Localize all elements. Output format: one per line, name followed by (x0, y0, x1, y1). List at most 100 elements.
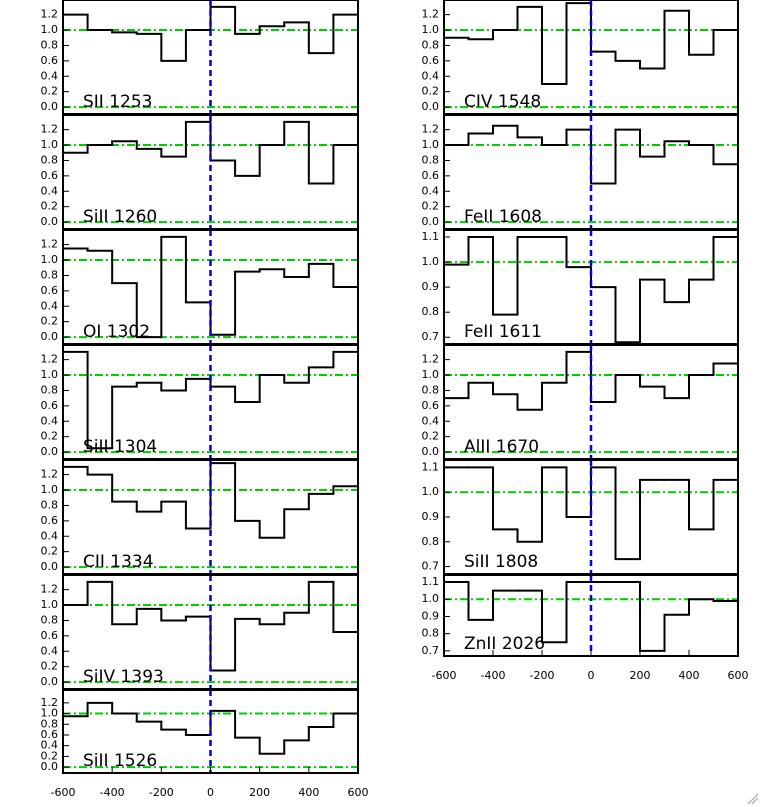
y-tick-label: 0.6 (422, 169, 440, 182)
y-tick-label: 0.4 (422, 69, 440, 82)
y-tick-label: 1.2 (41, 238, 59, 251)
y-tick-label: 0.8 (41, 268, 59, 281)
y-tick-label: 1.0 (422, 368, 440, 381)
y-tick-label: 0.4 (41, 644, 59, 657)
y-tick-label: 0.6 (41, 399, 59, 412)
y-tick-label: 1.2 (41, 583, 59, 596)
y-tick-label: 0.4 (41, 414, 59, 427)
y-tick-label: 1.2 (41, 353, 59, 366)
panel-label: SiII 1526 (83, 751, 157, 771)
y-tick-label: 0.8 (41, 717, 59, 730)
y-tick-label: 1.0 (41, 368, 59, 381)
y-tick-label: 1.2 (41, 696, 59, 709)
x-tick-label: 400 (298, 786, 319, 799)
y-tick-label: 0.4 (41, 299, 59, 312)
x-tick-label: 0 (207, 786, 214, 799)
panel-label: SiII 1260 (83, 207, 157, 227)
x-tick-label: -200 (530, 669, 555, 682)
x-tick-label: -600 (432, 669, 457, 682)
y-tick-label: 0.2 (41, 545, 59, 558)
panel-label: CIV 1548 (464, 92, 541, 112)
y-tick-label: 1.2 (422, 353, 440, 366)
y-tick-label: 0.0 (422, 215, 440, 228)
panel-label: OI 1302 (83, 322, 150, 342)
panel-label: ZnII 2026 (464, 634, 545, 654)
y-tick-label: 0.7 (422, 560, 440, 573)
panel (63, 235, 358, 339)
y-tick-label: 0.8 (41, 613, 59, 626)
x-tick-label: 200 (249, 786, 270, 799)
y-tick-label: 1.1 (422, 460, 440, 473)
y-tick-label: 0.4 (422, 414, 440, 427)
panel (63, 580, 358, 684)
y-tick-label: 0.0 (41, 215, 59, 228)
y-tick-label: 0.6 (422, 54, 440, 67)
x-tick-label: -400 (481, 669, 506, 682)
y-tick-label: 0.8 (41, 383, 59, 396)
y-tick-label: 1.0 (41, 23, 59, 36)
y-tick-label: 0.8 (41, 498, 59, 511)
y-tick-label: 1.0 (422, 485, 440, 498)
x-tick-label: -200 (149, 786, 174, 799)
panel-label: FeII 1611 (464, 322, 542, 342)
y-tick-label: 0.6 (41, 284, 59, 297)
y-tick-label: 1.0 (41, 253, 59, 266)
y-tick-label: 0.4 (41, 69, 59, 82)
y-tick-label: 0.0 (41, 675, 59, 688)
y-tick-label: 0.4 (422, 184, 440, 197)
y-tick-label: 1.0 (41, 598, 59, 611)
x-tick-label: 200 (630, 669, 651, 682)
y-tick-label: 0.0 (41, 100, 59, 113)
y-tick-label: 1.2 (41, 468, 59, 481)
x-tick-label: 600 (348, 786, 369, 799)
y-tick-label: 0.7 (422, 644, 440, 657)
x-tick-label: 600 (728, 669, 749, 682)
y-tick-label: 0.6 (422, 399, 440, 412)
y-tick-label: 0.8 (41, 153, 59, 166)
y-tick-label: 0.2 (422, 200, 440, 213)
y-tick-label: 0.8 (422, 627, 440, 640)
y-tick-label: 0.8 (422, 305, 440, 318)
y-tick-label: 0.8 (422, 383, 440, 396)
y-tick-label: 1.0 (41, 483, 59, 496)
y-tick-label: 0.6 (41, 629, 59, 642)
y-tick-label: 0.2 (41, 200, 59, 213)
y-tick-label: 0.9 (422, 280, 440, 293)
y-tick-label: 0.2 (41, 660, 59, 673)
y-tick-label: 1.2 (41, 8, 59, 21)
y-tick-label: 1.0 (41, 707, 59, 720)
panel (63, 5, 358, 109)
x-tick-label: -600 (51, 786, 76, 799)
y-tick-label: 0.9 (422, 510, 440, 523)
y-tick-label: 0.2 (41, 85, 59, 98)
y-tick-label: 0.2 (41, 749, 59, 762)
y-tick-label: 0.9 (422, 609, 440, 622)
resize-grip (747, 793, 759, 805)
y-tick-label: 1.2 (422, 123, 440, 136)
y-tick-label: 0.0 (422, 445, 440, 458)
y-tick-label: 1.2 (41, 123, 59, 136)
panel (444, 466, 738, 561)
y-tick-label: 0.0 (41, 760, 59, 773)
y-tick-label: 0.2 (41, 430, 59, 443)
y-tick-label: 0.8 (422, 535, 440, 548)
y-tick-label: 1.1 (422, 230, 440, 243)
y-tick-label: 1.0 (422, 255, 440, 268)
y-tick-label: 0.6 (41, 54, 59, 67)
y-tick-label: 0.7 (422, 330, 440, 343)
y-tick-label: 1.0 (422, 138, 440, 151)
y-tick-label: 1.1 (422, 575, 440, 588)
x-tick-label: 400 (679, 669, 700, 682)
y-tick-label: 0.6 (41, 514, 59, 527)
y-tick-label: 1.0 (41, 138, 59, 151)
y-tick-label: 0.8 (422, 153, 440, 166)
y-tick-label: 0.2 (422, 85, 440, 98)
y-tick-label: 0.0 (422, 100, 440, 113)
y-tick-label: 0.2 (41, 315, 59, 328)
y-tick-label: 1.0 (422, 23, 440, 36)
y-tick-label: 0.2 (422, 430, 440, 443)
x-tick-label: -400 (100, 786, 125, 799)
x-tick-label: 0 (588, 669, 595, 682)
y-tick-label: 0.6 (41, 169, 59, 182)
